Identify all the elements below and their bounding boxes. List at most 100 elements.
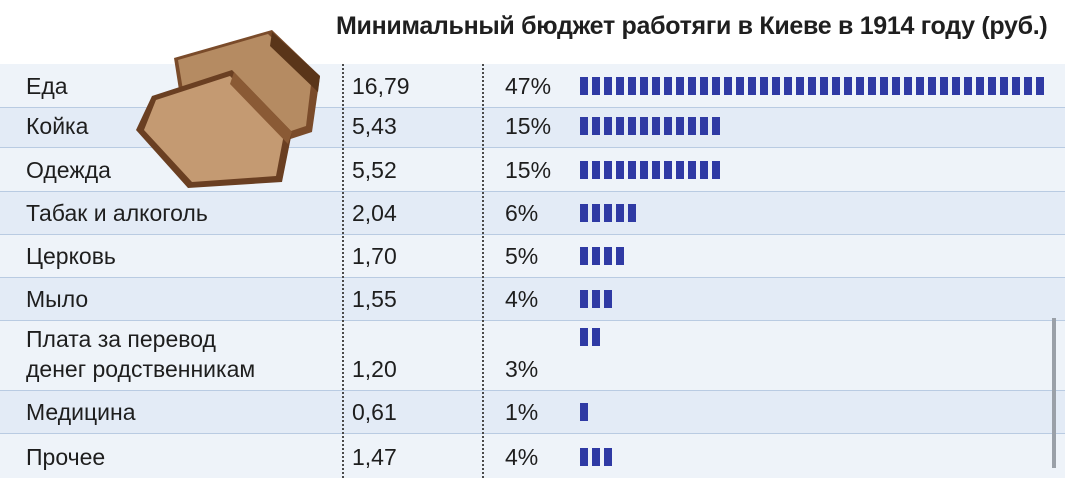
- bar-segment: [736, 77, 744, 95]
- value-label: 16,79: [352, 73, 410, 99]
- row-separator: [0, 433, 1065, 434]
- bar-segment: [940, 77, 948, 95]
- bar-segment: [964, 77, 972, 95]
- row-separator: [0, 277, 1065, 278]
- bar-segment: [664, 161, 672, 179]
- bar-segment: [580, 77, 588, 95]
- header-band: Минимальный бюджет работяги в Киеве в 19…: [0, 0, 1065, 64]
- bar-segment: [664, 77, 672, 95]
- percent-bar: [580, 77, 1048, 95]
- percent-bar: [580, 403, 592, 421]
- percent-label: 15%: [505, 113, 552, 139]
- row-separator: [0, 147, 1065, 148]
- bar-segment: [988, 77, 996, 95]
- bar-segment: [640, 77, 648, 95]
- bar-segment: [688, 117, 696, 135]
- bar-segment: [676, 77, 684, 95]
- bar-segment: [580, 290, 588, 308]
- percent-bar: [580, 117, 724, 135]
- category-label: Еда: [26, 73, 68, 99]
- bar-segment: [580, 117, 588, 135]
- value-label: 1,47: [352, 444, 397, 470]
- value-label: 1,20: [352, 356, 397, 382]
- bar-segment: [640, 117, 648, 135]
- bar-segment: [616, 204, 624, 222]
- bar-segment: [592, 117, 600, 135]
- bar-segment: [580, 403, 588, 421]
- bar-segment: [616, 117, 624, 135]
- value-label: 2,04: [352, 200, 397, 226]
- percent-bar: [580, 328, 604, 346]
- percent-label: 47%: [505, 73, 552, 99]
- bar-segment: [772, 77, 780, 95]
- bar-segment: [664, 117, 672, 135]
- bar-segment: [616, 247, 624, 265]
- bar-segment: [592, 204, 600, 222]
- bar-segment: [832, 77, 840, 95]
- bar-segment: [856, 77, 864, 95]
- bar-segment: [580, 328, 588, 346]
- percent-label: 4%: [505, 444, 539, 470]
- bar-segment: [904, 77, 912, 95]
- bar-segment: [1012, 77, 1020, 95]
- bar-segment: [604, 247, 612, 265]
- bar-segment: [688, 161, 696, 179]
- row-separator: [0, 320, 1065, 321]
- bar-segment: [604, 161, 612, 179]
- bar-segment: [592, 247, 600, 265]
- bar-segment: [592, 448, 600, 466]
- bar-segment: [712, 117, 720, 135]
- bar-segment: [976, 77, 984, 95]
- bar-segment: [580, 247, 588, 265]
- percent-bar: [580, 161, 724, 179]
- value-label: 0,61: [352, 399, 397, 425]
- bar-segment: [712, 77, 720, 95]
- bar-segment: [688, 77, 696, 95]
- bar-segment: [676, 117, 684, 135]
- bar-segment: [652, 161, 660, 179]
- bar-segment: [1036, 77, 1044, 95]
- bar-segment: [604, 77, 612, 95]
- category-label: Койка: [26, 113, 89, 139]
- value-label: 1,70: [352, 243, 397, 269]
- chart-title: Минимальный бюджет работяги в Киеве в 19…: [336, 12, 1048, 40]
- category-label: Плата за перевод: [26, 326, 216, 352]
- value-label: 5,43: [352, 113, 397, 139]
- percent-label: 5%: [505, 243, 539, 269]
- bar-segment: [628, 161, 636, 179]
- percent-label: 1%: [505, 399, 539, 425]
- bar-segment: [628, 117, 636, 135]
- category-label: Мыло: [26, 286, 89, 312]
- value-label: 5,52: [352, 157, 397, 183]
- category-label: Церковь: [26, 243, 116, 269]
- percent-label: 3%: [505, 356, 539, 382]
- percent-label: 6%: [505, 200, 539, 226]
- percent-label: 15%: [505, 157, 552, 183]
- bar-segment: [616, 161, 624, 179]
- bar-segment: [700, 161, 708, 179]
- bar-segment: [604, 290, 612, 308]
- percent-bar: [580, 290, 616, 308]
- bar-segment: [808, 77, 816, 95]
- bar-segment: [892, 77, 900, 95]
- percent-column-divider: [482, 64, 484, 478]
- percent-label: 4%: [505, 286, 539, 312]
- bar-segment: [652, 117, 660, 135]
- value-column-divider: [342, 64, 344, 478]
- bar-segment: [724, 77, 732, 95]
- bar-segment: [628, 204, 636, 222]
- bar-segment: [820, 77, 828, 95]
- bar-segment: [700, 77, 708, 95]
- bar-segment: [628, 77, 636, 95]
- bar-segment: [796, 77, 804, 95]
- photo-credit-mark: [1052, 318, 1056, 468]
- bar-segment: [640, 161, 648, 179]
- bar-segment: [592, 290, 600, 308]
- bar-segment: [592, 161, 600, 179]
- bar-segment: [604, 117, 612, 135]
- bar-segment: [580, 161, 588, 179]
- bar-segment: [952, 77, 960, 95]
- category-label: Табак и алкоголь: [26, 200, 208, 226]
- bread-slices-image: [136, 30, 320, 188]
